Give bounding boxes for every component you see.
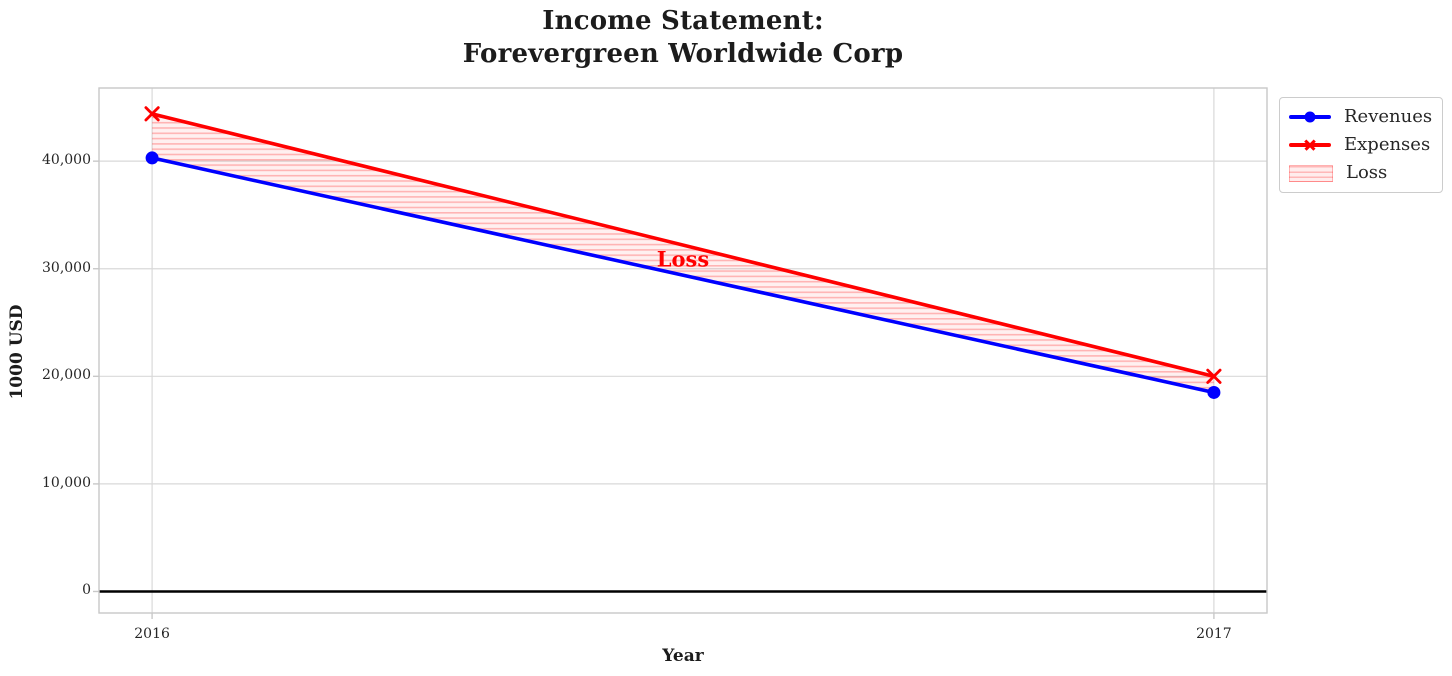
legend-label-revenues: Revenues (1344, 106, 1433, 127)
y-tick-label: 0 (82, 582, 91, 599)
y-tick-label: 40,000 (42, 152, 91, 169)
expenses-marker (144, 106, 160, 122)
expenses-marker (1206, 368, 1222, 384)
legend-label-loss: Loss (1346, 162, 1388, 183)
legend-item-expenses: Expenses (1289, 131, 1433, 159)
x-tick-label: 2016 (134, 626, 170, 642)
y-tick-label: 10,000 (42, 474, 91, 491)
loss-annotation: Loss (656, 246, 710, 272)
x-axis-label: Year (662, 646, 704, 666)
chart-title-line2: Forevergreen Worldwide Corp (462, 39, 904, 69)
y-axis-label: 1000 USD (7, 304, 27, 400)
chart-title-line1: Income Statement: (542, 6, 824, 36)
revenues-marker (1207, 385, 1221, 399)
revenues-marker (145, 151, 159, 165)
loss-fill-area (152, 113, 1214, 393)
legend: Revenues Expenses Loss (1279, 97, 1443, 193)
legend-item-revenues: Revenues (1289, 103, 1433, 131)
revenues-line (151, 156, 1215, 395)
x-tick-label: 2017 (1196, 626, 1232, 642)
loss-hatch-icon (1289, 164, 1333, 182)
expenses-line-icon (1289, 137, 1331, 153)
axes-spines (98, 87, 1268, 614)
y-tick-label: 20,000 (42, 367, 91, 384)
legend-label-expenses: Expenses (1344, 134, 1431, 155)
legend-item-loss: Loss (1289, 159, 1433, 187)
chart-title: Income Statement: Forevergreen Worldwide… (99, 5, 1267, 71)
expenses-line (151, 112, 1215, 379)
revenues-line-icon (1289, 109, 1331, 125)
y-tick-label: 30,000 (42, 259, 91, 276)
